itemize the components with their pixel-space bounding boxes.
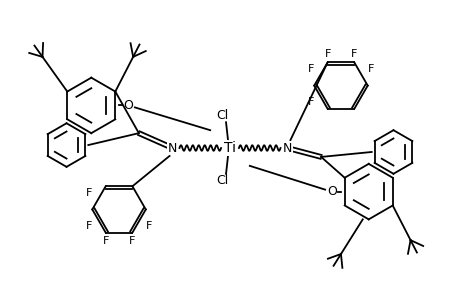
Text: F: F (350, 49, 356, 59)
Text: F: F (86, 188, 92, 198)
Text: O: O (326, 185, 336, 198)
Text: Ti: Ti (224, 141, 235, 155)
Text: Cl: Cl (215, 174, 228, 187)
Text: F: F (103, 236, 109, 246)
Text: F: F (86, 221, 92, 231)
Text: F: F (367, 64, 373, 74)
Text: F: F (129, 236, 135, 246)
Text: F: F (308, 98, 314, 107)
Text: O: O (123, 99, 133, 112)
Text: F: F (145, 221, 151, 231)
Text: F: F (308, 64, 314, 74)
Text: N: N (168, 142, 177, 154)
Text: F: F (324, 49, 330, 59)
Text: Cl: Cl (215, 109, 228, 122)
Text: N: N (282, 142, 291, 154)
